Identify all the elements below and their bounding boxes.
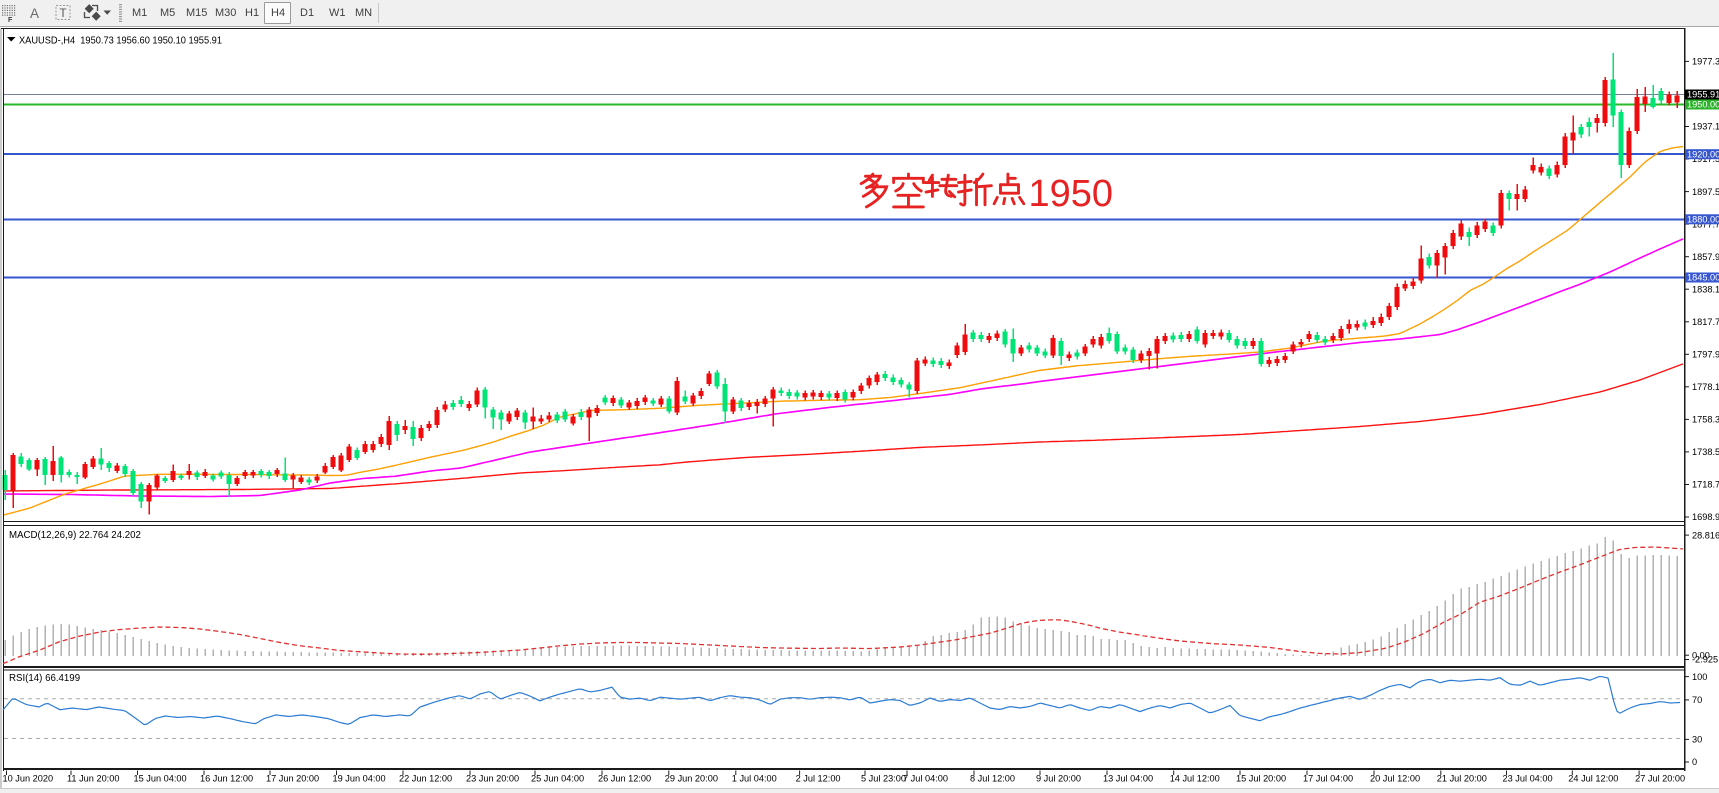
- svg-text:1937.10: 1937.10: [1692, 122, 1719, 132]
- svg-text:1 Jul 04:00: 1 Jul 04:00: [732, 774, 777, 784]
- svg-text:25 Jun 04:00: 25 Jun 04:00: [531, 774, 584, 784]
- svg-text:F: F: [8, 17, 13, 24]
- svg-text:7 Jul 04:00: 7 Jul 04:00: [903, 774, 948, 784]
- svg-text:14 Jul 12:00: 14 Jul 12:00: [1170, 774, 1220, 784]
- svg-text:1797.90: 1797.90: [1692, 350, 1719, 360]
- svg-text:1897.50: 1897.50: [1692, 187, 1719, 197]
- svg-text:XAUUSD-,H4 1950.73 1956.60 19: XAUUSD-,H4 1950.73 1956.60 1950.10 1955.…: [19, 35, 222, 47]
- svg-text:1838.10: 1838.10: [1692, 284, 1719, 294]
- svg-text:A: A: [30, 6, 39, 21]
- svg-text:1718.70: 1718.70: [1692, 480, 1719, 490]
- svg-text:8 Jul 12:00: 8 Jul 12:00: [970, 774, 1015, 784]
- svg-text:1738.50: 1738.50: [1692, 447, 1719, 457]
- svg-text:MACD(12,26,9) 22.764 24.202: MACD(12,26,9) 22.764 24.202: [9, 530, 141, 541]
- svg-text:1955.91: 1955.91: [1687, 90, 1719, 100]
- svg-text:21 Jul 20:00: 21 Jul 20:00: [1437, 774, 1487, 784]
- svg-text:15 Jun 04:00: 15 Jun 04:00: [134, 774, 187, 784]
- svg-text:24 Jul 12:00: 24 Jul 12:00: [1568, 774, 1618, 784]
- svg-text:1950: 1950: [1029, 173, 1114, 215]
- svg-text:30: 30: [1692, 735, 1702, 745]
- svg-text:1778.10: 1778.10: [1692, 382, 1719, 392]
- svg-text:9 Jul 20:00: 9 Jul 20:00: [1036, 774, 1081, 784]
- svg-text:1857.90: 1857.90: [1692, 252, 1719, 262]
- svg-text:20 Jul 12:00: 20 Jul 12:00: [1370, 774, 1420, 784]
- svg-text:1817.70: 1817.70: [1692, 317, 1719, 327]
- svg-text:11 Jun 20:00: 11 Jun 20:00: [67, 774, 119, 784]
- svg-text:1845.00: 1845.00: [1687, 273, 1719, 283]
- svg-text:27 Jul 20:00: 27 Jul 20:00: [1635, 774, 1685, 784]
- svg-text:1880.00: 1880.00: [1687, 215, 1719, 225]
- svg-text:1920.00: 1920.00: [1687, 149, 1719, 159]
- svg-text:23 Jul 04:00: 23 Jul 04:00: [1503, 774, 1553, 784]
- svg-text:1698.90: 1698.90: [1692, 512, 1719, 522]
- svg-text:1950.00: 1950.00: [1687, 100, 1719, 110]
- svg-text:10 Jun 2020: 10 Jun 2020: [3, 774, 54, 784]
- svg-text:5 Jul 23:00: 5 Jul 23:00: [861, 774, 906, 784]
- svg-text:17 Jul 04:00: 17 Jul 04:00: [1303, 774, 1353, 784]
- svg-text:RSI(14) 66.4199: RSI(14) 66.4199: [9, 673, 80, 684]
- svg-text:-2.925: -2.925: [1692, 655, 1718, 665]
- svg-text:28.816: 28.816: [1692, 530, 1719, 540]
- svg-text:17 Jun 20:00: 17 Jun 20:00: [266, 774, 319, 784]
- svg-text:2 Jul 12:00: 2 Jul 12:00: [796, 774, 841, 784]
- svg-text:1758.30: 1758.30: [1692, 415, 1719, 425]
- svg-text:22 Jun 12:00: 22 Jun 12:00: [399, 774, 452, 784]
- svg-text:26 Jun 12:00: 26 Jun 12:00: [598, 774, 651, 784]
- svg-text:13 Jul 04:00: 13 Jul 04:00: [1103, 774, 1153, 784]
- svg-text:T: T: [60, 8, 67, 20]
- svg-text:19 Jun 04:00: 19 Jun 04:00: [333, 774, 386, 784]
- svg-text:100: 100: [1692, 672, 1707, 682]
- svg-text:15 Jul 20:00: 15 Jul 20:00: [1236, 774, 1286, 784]
- svg-text:29 Jun 20:00: 29 Jun 20:00: [665, 774, 718, 784]
- svg-text:0.00: 0.00: [1692, 650, 1710, 660]
- svg-text:16 Jun 12:00: 16 Jun 12:00: [200, 774, 253, 784]
- svg-text:23 Jun 20:00: 23 Jun 20:00: [466, 774, 519, 784]
- svg-text:1977.30: 1977.30: [1692, 57, 1719, 67]
- svg-text:70: 70: [1692, 695, 1702, 705]
- svg-text:0: 0: [1692, 757, 1697, 767]
